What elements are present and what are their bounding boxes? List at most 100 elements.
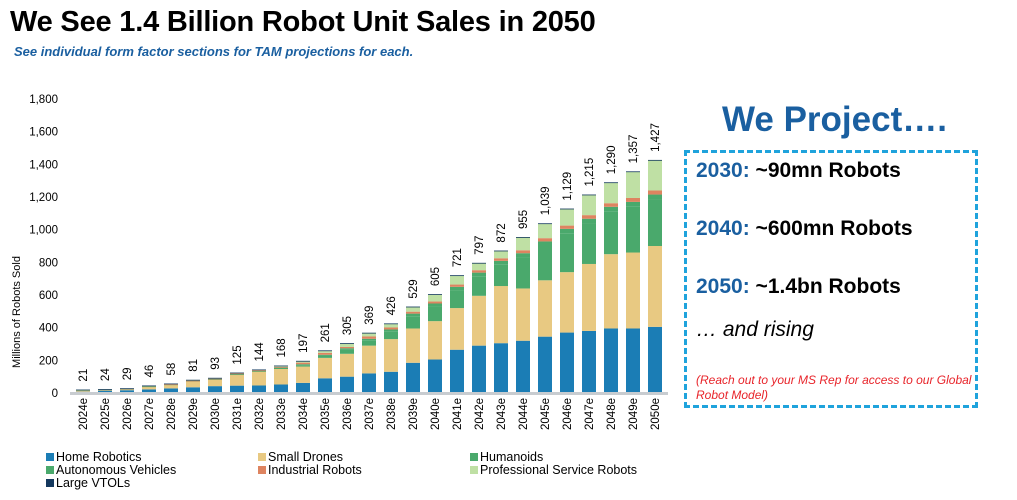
bar-segment-vtol	[648, 159, 662, 161]
x-tick-label: 2025e	[100, 398, 112, 430]
legend-item-psr: Professional Service Robots	[470, 463, 637, 477]
x-tick-label: 2029e	[188, 398, 200, 430]
bar-segment-vtol	[450, 275, 464, 277]
bar-segment-vtol	[208, 377, 222, 379]
total-label: 529	[408, 279, 420, 298]
x-tick-label: 2026e	[122, 398, 134, 430]
page-subtitle: See individual form factor sections for …	[14, 44, 414, 59]
x-tick-label: 2050e	[650, 398, 662, 430]
bar-stack-2050e	[648, 159, 662, 393]
bar-segment-vtol	[428, 294, 442, 295]
bar-segment-industrial	[340, 346, 354, 349]
bar-segment-vtol	[230, 372, 244, 374]
x-tick-label: 2036e	[342, 398, 354, 430]
bar-segment-drones	[494, 286, 508, 344]
y-tick-label: 800	[39, 257, 58, 269]
bar-segment-vtol	[76, 389, 90, 391]
bar-segment-av	[538, 241, 552, 246]
bar-segment-home	[516, 340, 530, 393]
bar-segment-vtol	[164, 383, 178, 385]
bar-segment-home	[472, 345, 486, 393]
bar-segment-humanoids	[340, 349, 354, 354]
bar-segment-industrial	[494, 258, 508, 261]
bar-segment-industrial	[538, 238, 552, 242]
total-label: 1,290	[606, 146, 618, 175]
bar-stack-2049e	[626, 171, 640, 393]
bar-stack-2030e	[208, 377, 222, 393]
bar-segment-psr	[362, 332, 376, 337]
bar-segment-psr	[604, 182, 618, 204]
y-axis-label: Millions of Robots Sold	[11, 256, 23, 368]
bar-segment-home	[318, 378, 332, 393]
bar-segment-drones	[384, 339, 398, 372]
projection-title: We Project….	[722, 100, 947, 139]
bar-segment-drones	[318, 357, 332, 379]
bar-segment-home	[230, 385, 244, 393]
projection-box: 2030: ~90mn Robots 2040: ~600mn Robots 2…	[684, 150, 978, 408]
bar-segment-industrial	[428, 301, 442, 304]
bar-segment-home	[296, 382, 310, 393]
total-label: 369	[364, 306, 376, 325]
bar-stack-2027e	[142, 385, 156, 393]
bar-segment-home	[560, 332, 574, 393]
bar-segment-home	[164, 388, 178, 393]
bar-segment-home	[274, 384, 288, 393]
bar-segment-vtol	[626, 171, 640, 173]
bar-stack-2029e	[186, 379, 200, 393]
bar-stack-2043e	[494, 250, 508, 393]
bar-segment-drones	[208, 379, 222, 387]
total-label: 721	[452, 248, 464, 267]
bar-segment-home	[494, 343, 508, 393]
bar-segment-vtol	[384, 323, 398, 325]
bar-segment-home	[120, 390, 134, 393]
bar-segment-industrial	[516, 250, 530, 254]
bar-segment-home	[648, 326, 662, 393]
bar-segment-vtol	[538, 223, 552, 225]
bar-segment-humanoids	[296, 365, 310, 367]
projection-year: 2040:	[696, 217, 750, 240]
bar-segment-drones	[472, 295, 486, 346]
total-label: 197	[298, 334, 310, 353]
bar-segment-home	[252, 385, 266, 393]
total-label: 1,357	[628, 135, 640, 164]
bar-segment-av	[626, 201, 640, 207]
bar-segment-industrial	[208, 378, 222, 380]
bar-segment-industrial	[560, 225, 574, 229]
bar-segment-av	[428, 303, 442, 307]
legend-label: Industrial Robots	[268, 463, 362, 477]
bar-segment-industrial	[186, 380, 200, 382]
bar-segment-humanoids	[472, 276, 486, 296]
bar-segment-humanoids	[626, 206, 640, 253]
bar-stack-2032e	[252, 369, 266, 393]
bar-segment-humanoids	[582, 223, 596, 264]
bar-segment-av	[494, 260, 508, 265]
bar-segment-av	[318, 354, 332, 356]
bar-stack-2042e	[472, 262, 486, 393]
bar-segment-av	[560, 228, 574, 234]
bar-segment-industrial	[384, 327, 398, 330]
bar-segment-industrial	[604, 203, 618, 207]
projection-2030: 2030: ~90mn Robots	[696, 159, 901, 183]
bar-segment-vtol	[582, 194, 596, 196]
bar-segment-home	[142, 389, 156, 393]
y-tick-label: 0	[52, 388, 58, 400]
bar-segment-humanoids	[406, 316, 420, 329]
total-label: 305	[342, 316, 354, 335]
bar-segment-psr	[296, 360, 310, 363]
bar-segment-av	[604, 206, 618, 212]
legend-swatch	[46, 453, 54, 461]
bar-segment-vtol	[252, 369, 266, 371]
stacked-bar-chart: Millions of Robots Sold 0 200 400 600 800 1,0…	[11, 94, 668, 430]
bar-segment-industrial	[318, 352, 332, 355]
legend-swatch	[470, 453, 478, 461]
total-label: 58	[166, 363, 178, 376]
bar-segment-industrial	[406, 311, 420, 314]
bar-segment-humanoids	[538, 246, 552, 281]
bar-segment-humanoids	[516, 257, 530, 289]
bar-segment-vtol	[142, 385, 156, 387]
bar-segment-drones	[76, 390, 90, 392]
total-label: 125	[232, 345, 244, 364]
bar-segment-vtol	[516, 237, 530, 238]
bar-segment-vtol	[406, 306, 420, 308]
bar-segment-industrial	[230, 373, 244, 375]
